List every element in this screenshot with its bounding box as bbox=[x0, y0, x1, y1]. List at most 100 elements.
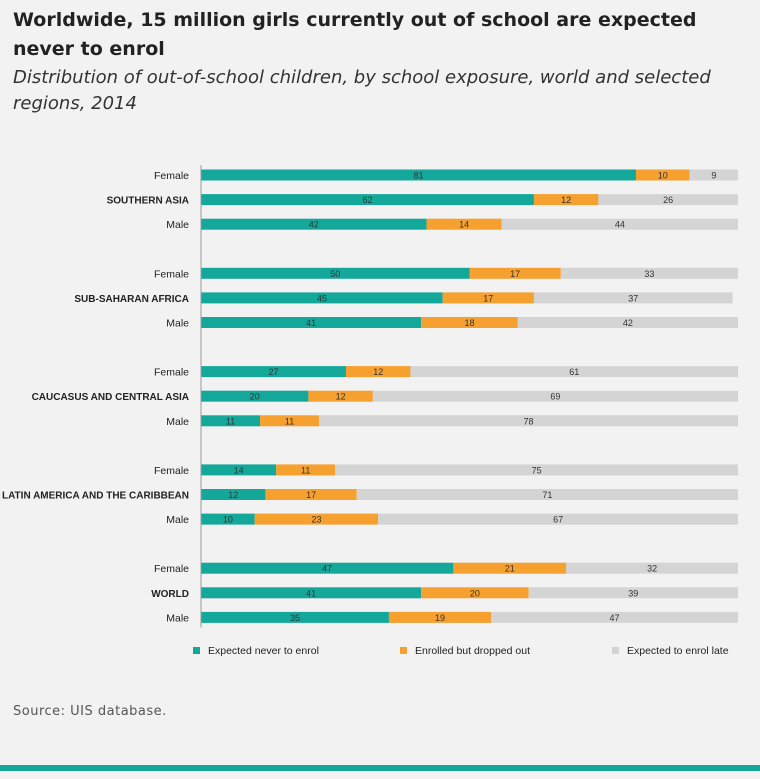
chart-title: Worldwide, 15 million girls currently ou… bbox=[13, 9, 697, 60]
bar-value-label: 14 bbox=[234, 465, 244, 475]
bar-value-label: 47 bbox=[322, 564, 332, 574]
bar-segment bbox=[201, 292, 443, 304]
bar-value-label: 18 bbox=[464, 318, 474, 328]
bar-value-label: 78 bbox=[524, 416, 534, 426]
bar-segment bbox=[533, 292, 733, 304]
legend-label: Expected to enrol late bbox=[627, 645, 729, 657]
bar-segment bbox=[517, 317, 738, 328]
bar-segment bbox=[566, 562, 738, 574]
bar-value-label: 41 bbox=[306, 588, 316, 598]
bar-segment bbox=[372, 390, 738, 402]
bar-segment bbox=[201, 390, 309, 402]
bar-segment bbox=[276, 464, 336, 476]
bar-value-label: 17 bbox=[306, 490, 316, 500]
stacked-bar-chart: Female 81 10 9 SOUTHERN ASIA 62 12 26 Male 42 14 44… bbox=[2, 165, 738, 657]
bar-segment bbox=[201, 218, 427, 230]
bar-segment bbox=[501, 218, 738, 230]
bar-value-label: 12 bbox=[561, 195, 571, 205]
bar-segment bbox=[308, 390, 373, 402]
bar-value-label: 42 bbox=[623, 318, 633, 328]
gender-label: Female bbox=[154, 367, 189, 379]
bar-segment bbox=[356, 489, 738, 500]
bar-segment bbox=[254, 513, 379, 525]
bar-segment bbox=[421, 587, 529, 599]
bar-segment bbox=[528, 587, 738, 599]
region-label: LATIN AMERICA AND THE CARIBBEAN bbox=[2, 491, 189, 502]
gender-label: Male bbox=[166, 514, 189, 526]
gender-label: Female bbox=[154, 563, 189, 575]
legend-swatch bbox=[193, 647, 200, 654]
bar-value-label: 33 bbox=[644, 269, 654, 279]
bar-segment bbox=[201, 464, 277, 476]
gender-label: Male bbox=[166, 416, 189, 428]
bar-value-label: 50 bbox=[330, 269, 340, 279]
bar-segment bbox=[201, 562, 454, 574]
bar-segment bbox=[410, 366, 738, 378]
bar-value-label: 26 bbox=[663, 195, 673, 205]
bar-value-label: 19 bbox=[435, 613, 445, 623]
bar-value-label: 11 bbox=[301, 465, 310, 475]
bottom-rule bbox=[0, 765, 760, 771]
bar-segment bbox=[201, 169, 636, 181]
bar-value-label: 23 bbox=[311, 515, 321, 525]
bar-value-label: 81 bbox=[413, 171, 423, 181]
bar-segment bbox=[533, 194, 599, 206]
bar-value-label: 9 bbox=[711, 171, 716, 181]
bar-segment bbox=[201, 611, 389, 623]
bar-segment bbox=[260, 415, 320, 427]
bar-segment bbox=[378, 513, 738, 525]
bar-value-label: 32 bbox=[647, 564, 657, 574]
bar-value-label: 11 bbox=[226, 416, 235, 426]
region-label: SUB-SAHARAN AFRICA bbox=[74, 294, 189, 305]
legend-swatch bbox=[612, 647, 619, 654]
bar-value-label: 71 bbox=[542, 490, 552, 500]
chart-subtitle: Distribution of out-of-school children, … bbox=[13, 67, 711, 114]
bar-segment bbox=[201, 317, 422, 328]
bar-value-label: 42 bbox=[309, 220, 319, 230]
bar-segment bbox=[201, 366, 346, 378]
bar-value-label: 75 bbox=[532, 465, 542, 475]
region-label: CAUCASUS AND CENTRAL ASIA bbox=[32, 392, 189, 403]
bar-segment bbox=[469, 267, 561, 279]
bar-value-label: 27 bbox=[268, 367, 278, 377]
region-label: SOUTHERN ASIA bbox=[107, 196, 189, 207]
bar-segment bbox=[335, 464, 738, 476]
bar-value-label: 11 bbox=[285, 416, 294, 426]
bar-segment bbox=[201, 489, 266, 500]
bar-segment bbox=[598, 194, 738, 206]
bar-segment bbox=[345, 366, 411, 378]
bar-segment bbox=[265, 489, 357, 500]
bar-segment bbox=[201, 513, 255, 525]
bar-segment bbox=[319, 415, 738, 427]
region-label: WORLD bbox=[151, 589, 189, 600]
bar-value-label: 12 bbox=[228, 490, 238, 500]
bar-value-label: 17 bbox=[483, 293, 493, 303]
bar-segment bbox=[421, 317, 518, 328]
legend-label: Expected never to enrol bbox=[208, 645, 319, 657]
bar-value-label: 62 bbox=[362, 195, 372, 205]
legend-swatch bbox=[400, 647, 407, 654]
legend-label: Enrolled but dropped out bbox=[415, 645, 530, 657]
bar-value-label: 37 bbox=[628, 293, 638, 303]
bar-value-label: 39 bbox=[628, 588, 638, 598]
bar-value-label: 14 bbox=[459, 220, 469, 230]
bar-segment bbox=[560, 267, 738, 279]
bar-value-label: 44 bbox=[615, 220, 625, 230]
bar-value-label: 12 bbox=[336, 392, 346, 402]
gender-label: Female bbox=[154, 268, 189, 280]
gender-label: Male bbox=[166, 612, 189, 624]
bar-value-label: 35 bbox=[290, 613, 300, 623]
bar-segment bbox=[426, 218, 502, 230]
bar-segment bbox=[689, 169, 738, 181]
bar-value-label: 10 bbox=[658, 171, 668, 181]
bar-segment bbox=[201, 267, 470, 279]
gender-label: Male bbox=[166, 219, 189, 231]
bar-value-label: 45 bbox=[317, 293, 327, 303]
bar-segment bbox=[201, 587, 422, 599]
bar-value-label: 20 bbox=[470, 588, 480, 598]
source-note: Source: UIS database. bbox=[13, 704, 167, 719]
bar-value-label: 69 bbox=[550, 392, 560, 402]
bar-value-label: 47 bbox=[609, 613, 619, 623]
gender-label: Female bbox=[154, 170, 189, 182]
bar-segment bbox=[453, 562, 567, 574]
